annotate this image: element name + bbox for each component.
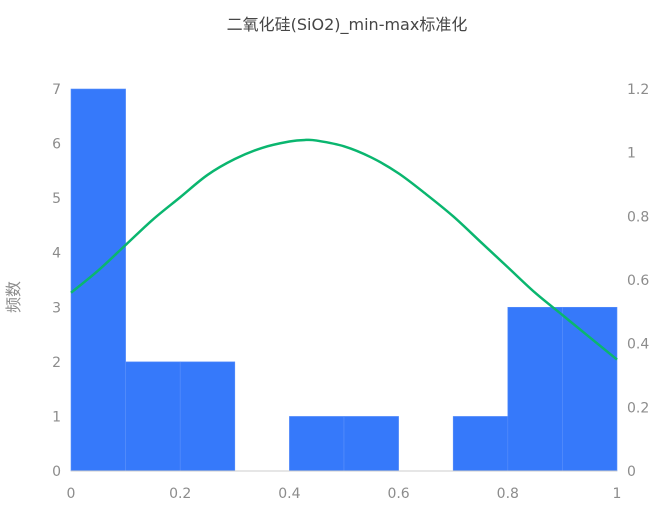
histogram-bar-7 <box>452 416 509 472</box>
y-tick-label-4: 4 <box>52 246 61 262</box>
histogram-bar-0 <box>70 88 126 472</box>
x-tick-label-4: 0.8 <box>497 486 519 502</box>
histogram-bar-8 <box>507 306 563 472</box>
x-tick-label-0: 0 <box>67 486 76 502</box>
x-tick-label-3: 0.6 <box>387 486 409 502</box>
y2-tick-label-2: 0.4 <box>627 337 649 353</box>
chart-title: 二氧化硅(SiO2)_min-max标准化 <box>227 15 468 35</box>
x-tick-label-2: 0.4 <box>278 486 300 502</box>
histogram-bar-2 <box>179 361 236 472</box>
y-tick-label-1: 1 <box>52 409 61 425</box>
y-tick-label-7: 7 <box>52 82 61 98</box>
y-tick-label-3: 3 <box>52 300 61 316</box>
y-tick-label-5: 5 <box>52 191 61 207</box>
histogram-bar-1 <box>125 361 181 472</box>
x-tick-label-1: 0.2 <box>169 486 191 502</box>
histogram-bar-5 <box>343 416 399 472</box>
x-tick-label-5: 1 <box>613 486 622 502</box>
y-tick-label-2: 2 <box>52 355 61 371</box>
y2-tick-label-6: 1.2 <box>627 82 649 98</box>
y2-tick-label-5: 1 <box>627 146 636 162</box>
y2-tick-label-0: 0 <box>627 464 636 480</box>
y2-tick-label-3: 0.6 <box>627 273 649 289</box>
y-tick-label-0: 0 <box>52 464 61 480</box>
y2-tick-label-4: 0.8 <box>627 209 649 225</box>
y2-tick-label-1: 0.2 <box>627 400 649 416</box>
y-axis-title: 频数 <box>4 281 23 313</box>
density-curve <box>70 138 618 361</box>
y-tick-label-6: 6 <box>52 137 61 153</box>
histogram-bar-9 <box>562 306 618 472</box>
histogram-bar-4 <box>289 416 345 472</box>
